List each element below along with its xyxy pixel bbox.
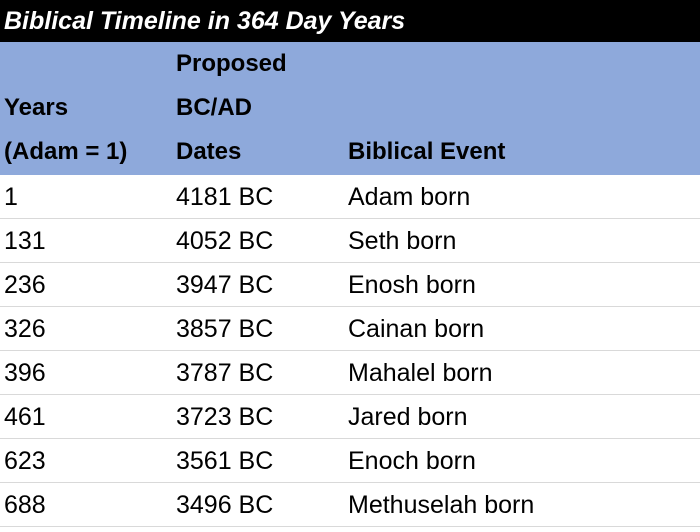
header-cell: Proposed BC/AD Dates bbox=[176, 42, 287, 174]
table-cell: 1 bbox=[4, 183, 18, 211]
table-row: 461 3723 BC Jared born bbox=[0, 395, 700, 439]
header-cell: Years (Adam = 1) bbox=[4, 42, 127, 174]
table-cell: Jared born bbox=[348, 403, 468, 431]
table-cell: Cainan born bbox=[348, 315, 485, 343]
header-text: BC/AD bbox=[176, 94, 252, 121]
table-cell: 3947 BC bbox=[176, 271, 274, 299]
table-row: 1 4181 BC Adam born bbox=[0, 175, 700, 219]
table-cell: Methuselah born bbox=[348, 491, 535, 519]
table-cell: 623 bbox=[4, 447, 46, 475]
header-text: Years bbox=[4, 94, 69, 121]
header-row: Years (Adam = 1) Proposed BC/AD Dates Biblica… bbox=[0, 42, 700, 175]
table-cell: 4052 BC bbox=[176, 227, 274, 255]
table-title: Biblical Timeline in 364 Day Years bbox=[0, 0, 700, 42]
table-cell: 396 bbox=[4, 359, 46, 387]
table-cell: Enoch born bbox=[348, 447, 476, 475]
table-cell: Adam born bbox=[348, 183, 471, 211]
table-cell: Seth born bbox=[348, 227, 457, 255]
table-cell: 236 bbox=[4, 271, 46, 299]
table-row: 396 3787 BC Mahalel born bbox=[0, 351, 700, 395]
header-text: Proposed bbox=[176, 50, 287, 77]
table-cell: 3561 BC bbox=[176, 447, 274, 475]
table-cell: Enosh born bbox=[348, 271, 476, 299]
header-text: Dates bbox=[176, 138, 242, 165]
header-cell: Biblical Event bbox=[348, 42, 505, 174]
table-row: 688 3496 BC Methuselah born bbox=[0, 483, 700, 527]
table-row: 131 4052 BC Seth born bbox=[0, 219, 700, 263]
table-row: 236 3947 BC Enosh born bbox=[0, 263, 700, 307]
table-cell: 3787 BC bbox=[176, 359, 274, 387]
table-cell: 131 bbox=[4, 227, 46, 255]
table-row: 623 3561 BC Enoch born bbox=[0, 439, 700, 483]
table-cell: 461 bbox=[4, 403, 46, 431]
table-cell: 4181 BC bbox=[176, 183, 274, 211]
table-cell: 3496 BC bbox=[176, 491, 274, 519]
header-text: Biblical Event bbox=[348, 138, 506, 165]
table-cell: 326 bbox=[4, 315, 46, 343]
table-cell: 3723 BC bbox=[176, 403, 274, 431]
table-cell: 688 bbox=[4, 491, 46, 519]
table-row: 326 3857 BC Cainan born bbox=[0, 307, 700, 351]
table-cell: 3857 BC bbox=[176, 315, 274, 343]
header-text: (Adam = 1) bbox=[4, 138, 128, 165]
table-cell: Mahalel born bbox=[348, 359, 493, 387]
